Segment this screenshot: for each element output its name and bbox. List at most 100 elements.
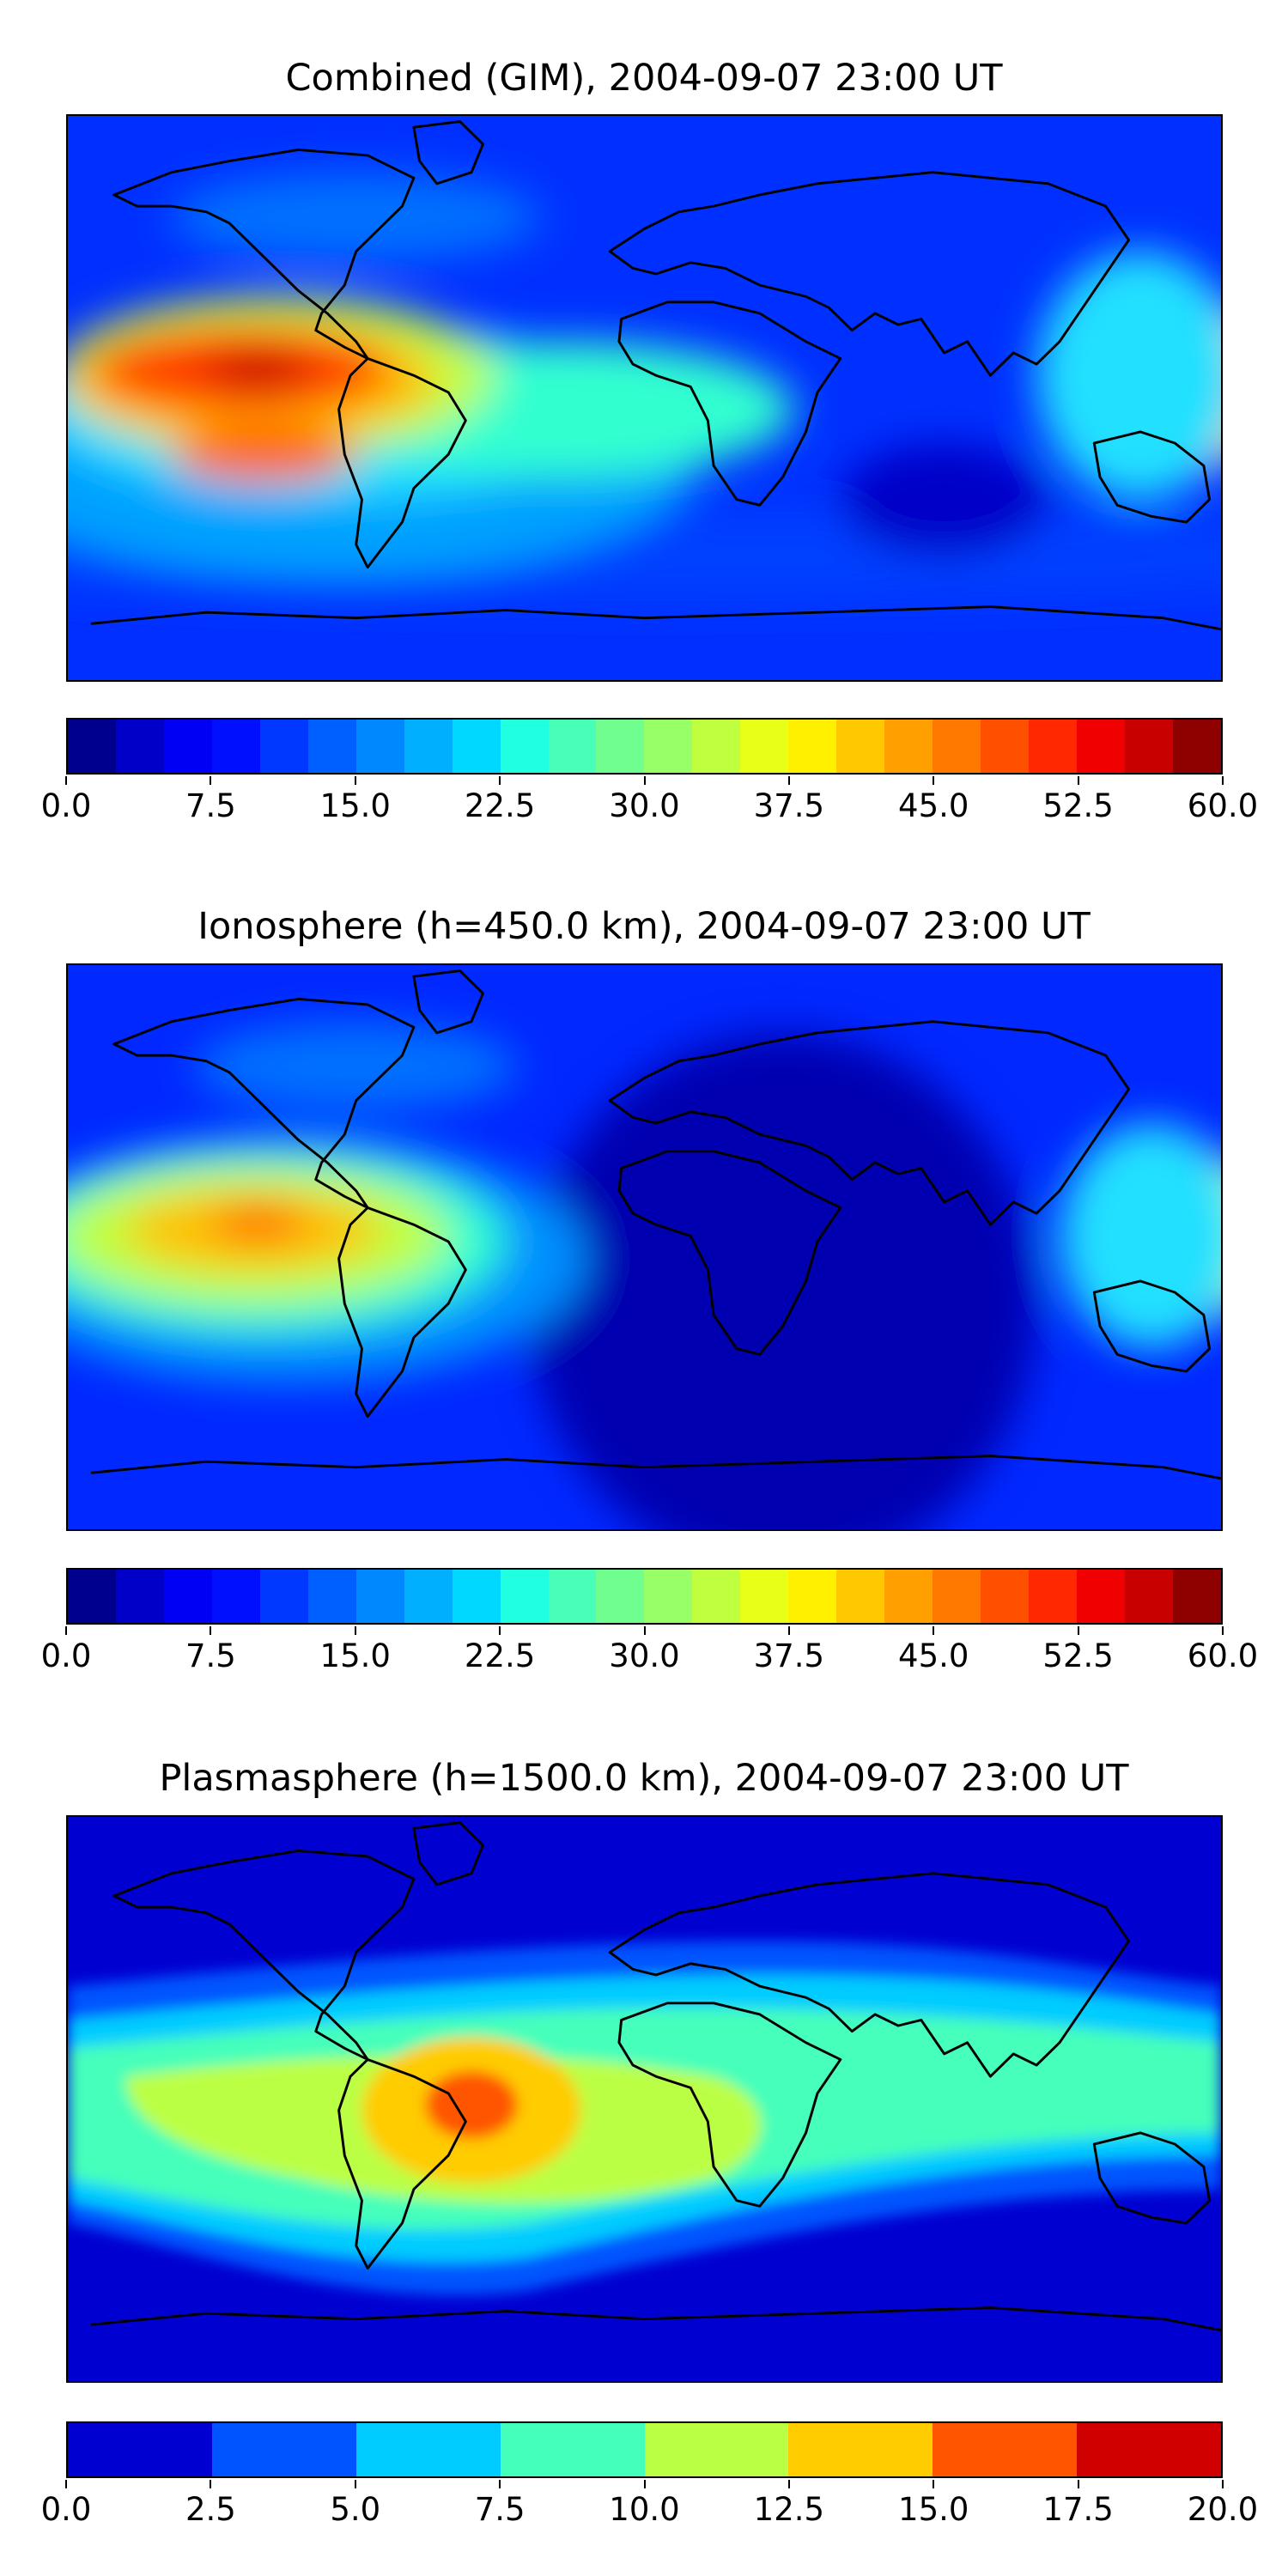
colorbar-tick-label: 45.0 — [898, 1637, 969, 1674]
colorbar-segment — [307, 1570, 356, 1623]
colorbar-tick-mark — [643, 1626, 646, 1635]
colorbar-segment — [933, 720, 981, 773]
colorbar-tick-mark — [499, 1626, 501, 1635]
colorbar-segment — [981, 720, 1030, 773]
colorbar-segment — [981, 1570, 1030, 1623]
colorbar-plasmasphere-ticks: 0.0 2.5 5.0 7.5 10.0 12.5 15.0 17.5 20.0 — [41, 2480, 1258, 2531]
colorbar-segment — [68, 720, 116, 773]
colorbar-segment — [1077, 2423, 1221, 2476]
colorbar-segment — [884, 720, 933, 773]
colorbar-segment — [211, 720, 260, 773]
colorbar-segment — [163, 1570, 212, 1623]
colorbar-segment — [548, 1570, 597, 1623]
colorbar-tick-label: 30.0 — [609, 1637, 680, 1674]
coastlines — [90, 120, 1221, 631]
colorbar-segment — [115, 1570, 164, 1623]
panel-title-combined: Combined (GIM), 2004-09-07 23:00 UT — [285, 57, 1003, 100]
colorbar-segment — [740, 720, 789, 773]
colorbar-tick-label: 52.5 — [1042, 1637, 1114, 1674]
colorbar-plasmasphere — [66, 2421, 1223, 2478]
colorbar-tick-mark — [933, 1626, 935, 1635]
colorbar-segment — [740, 1570, 789, 1623]
panel-title-plasmasphere: Plasmasphere (h=1500.0 km), 2004-09-07 2… — [159, 1757, 1129, 1800]
map-plasmasphere-svg — [68, 1817, 1221, 2381]
colorbar-tick-label: 7.5 — [185, 787, 236, 824]
map-combined — [66, 114, 1223, 682]
colorbar-segment — [1029, 1570, 1078, 1623]
colorbar-segment — [404, 1570, 453, 1623]
colorbar-segment — [933, 1570, 981, 1623]
colorbar-tick-mark — [65, 1626, 67, 1635]
colorbar-segment — [163, 720, 212, 773]
colorbar-tick-mark — [1222, 776, 1224, 785]
colorbar-tick-mark — [499, 776, 501, 785]
colorbar-tick-label: 15.0 — [319, 787, 391, 824]
panel-title-ionosphere: Ionosphere (h=450.0 km), 2004-09-07 23:0… — [197, 905, 1091, 948]
colorbar-segment — [115, 720, 164, 773]
colorbar-segment — [68, 1570, 116, 1623]
colorbar-segment — [1172, 720, 1221, 773]
colorbar-tick-mark — [1077, 2480, 1079, 2488]
colorbar-segment — [259, 1570, 308, 1623]
colorbar-segment — [500, 1570, 549, 1623]
colorbar-segment — [788, 2423, 933, 2476]
colorbar-tick-label: 5.0 — [330, 2491, 381, 2528]
colorbar-segment — [933, 2423, 1078, 2476]
colorbar-tick-label: 37.5 — [753, 787, 825, 824]
colorbar-tick-label: 2.5 — [185, 2491, 236, 2528]
colorbar-tick-label: 60.0 — [1187, 787, 1259, 824]
colorbar-tick-label: 15.0 — [319, 1637, 391, 1674]
map-combined-svg — [68, 116, 1221, 680]
colorbar-tick-label: 60.0 — [1187, 1637, 1259, 1674]
colorbar-tick-label: 22.5 — [464, 787, 536, 824]
colorbar-tick-label: 22.5 — [464, 1637, 536, 1674]
colorbar-segment — [836, 1570, 885, 1623]
colorbar-segment — [1077, 1570, 1125, 1623]
colorbar-segment — [500, 2423, 645, 2476]
colorbar-tick-label: 30.0 — [609, 787, 680, 824]
colorbar-tick-mark — [643, 2480, 646, 2488]
colorbar-tick-mark — [1077, 1626, 1079, 1635]
colorbar-segment — [355, 720, 404, 773]
colorbar-tick-mark — [210, 1626, 212, 1635]
map-plasmasphere — [66, 1815, 1223, 2383]
colorbar-segment — [836, 720, 885, 773]
colorbar-segment — [884, 1570, 933, 1623]
colorbar-tick-mark — [65, 2480, 67, 2488]
colorbar-segment — [644, 1570, 693, 1623]
tec-low-indian — [840, 443, 1048, 556]
colorbar-segment — [1077, 720, 1125, 773]
colorbar-tick-label: 0.0 — [40, 787, 92, 824]
colorbar-tick-label: 20.0 — [1187, 2491, 1259, 2528]
colorbar-tick-label: 37.5 — [753, 1637, 825, 1674]
colorbar-tick-mark — [787, 2480, 790, 2488]
colorbar-segment — [452, 1570, 501, 1623]
colorbar-segment — [692, 720, 741, 773]
colorbar-segment — [307, 720, 356, 773]
colorbar-segment — [500, 720, 549, 773]
colorbar-segment — [68, 2423, 212, 2476]
colorbar-tick-label: 15.0 — [898, 2491, 969, 2528]
colorbar-segment — [596, 1570, 645, 1623]
colorbar-segment — [211, 2423, 356, 2476]
colorbar-tick-label: 7.5 — [474, 2491, 526, 2528]
colorbar-segment — [548, 720, 597, 773]
colorbar-tick-mark — [933, 2480, 935, 2488]
colorbar-tick-mark — [1077, 776, 1079, 785]
colorbar-tick-mark — [354, 2480, 356, 2488]
colorbar-ionosphere — [66, 1568, 1223, 1625]
colorbar-tick-label: 12.5 — [753, 2491, 825, 2528]
colorbar-tick-mark — [354, 1626, 356, 1635]
colorbar-segment — [1029, 720, 1078, 773]
colorbar-segment — [788, 720, 837, 773]
colorbar-tick-label: 10.0 — [609, 2491, 680, 2528]
colorbar-tick-label: 7.5 — [185, 1637, 236, 1674]
colorbar-segment — [644, 720, 693, 773]
colorbar-tick-label: 52.5 — [1042, 787, 1114, 824]
colorbar-segment — [1172, 1570, 1221, 1623]
colorbar-tick-mark — [354, 776, 356, 785]
colorbar-tick-label: 0.0 — [40, 2491, 92, 2528]
colorbar-segment — [404, 720, 453, 773]
colorbar-tick-label: 45.0 — [898, 787, 969, 824]
colorbar-segment — [211, 1570, 260, 1623]
